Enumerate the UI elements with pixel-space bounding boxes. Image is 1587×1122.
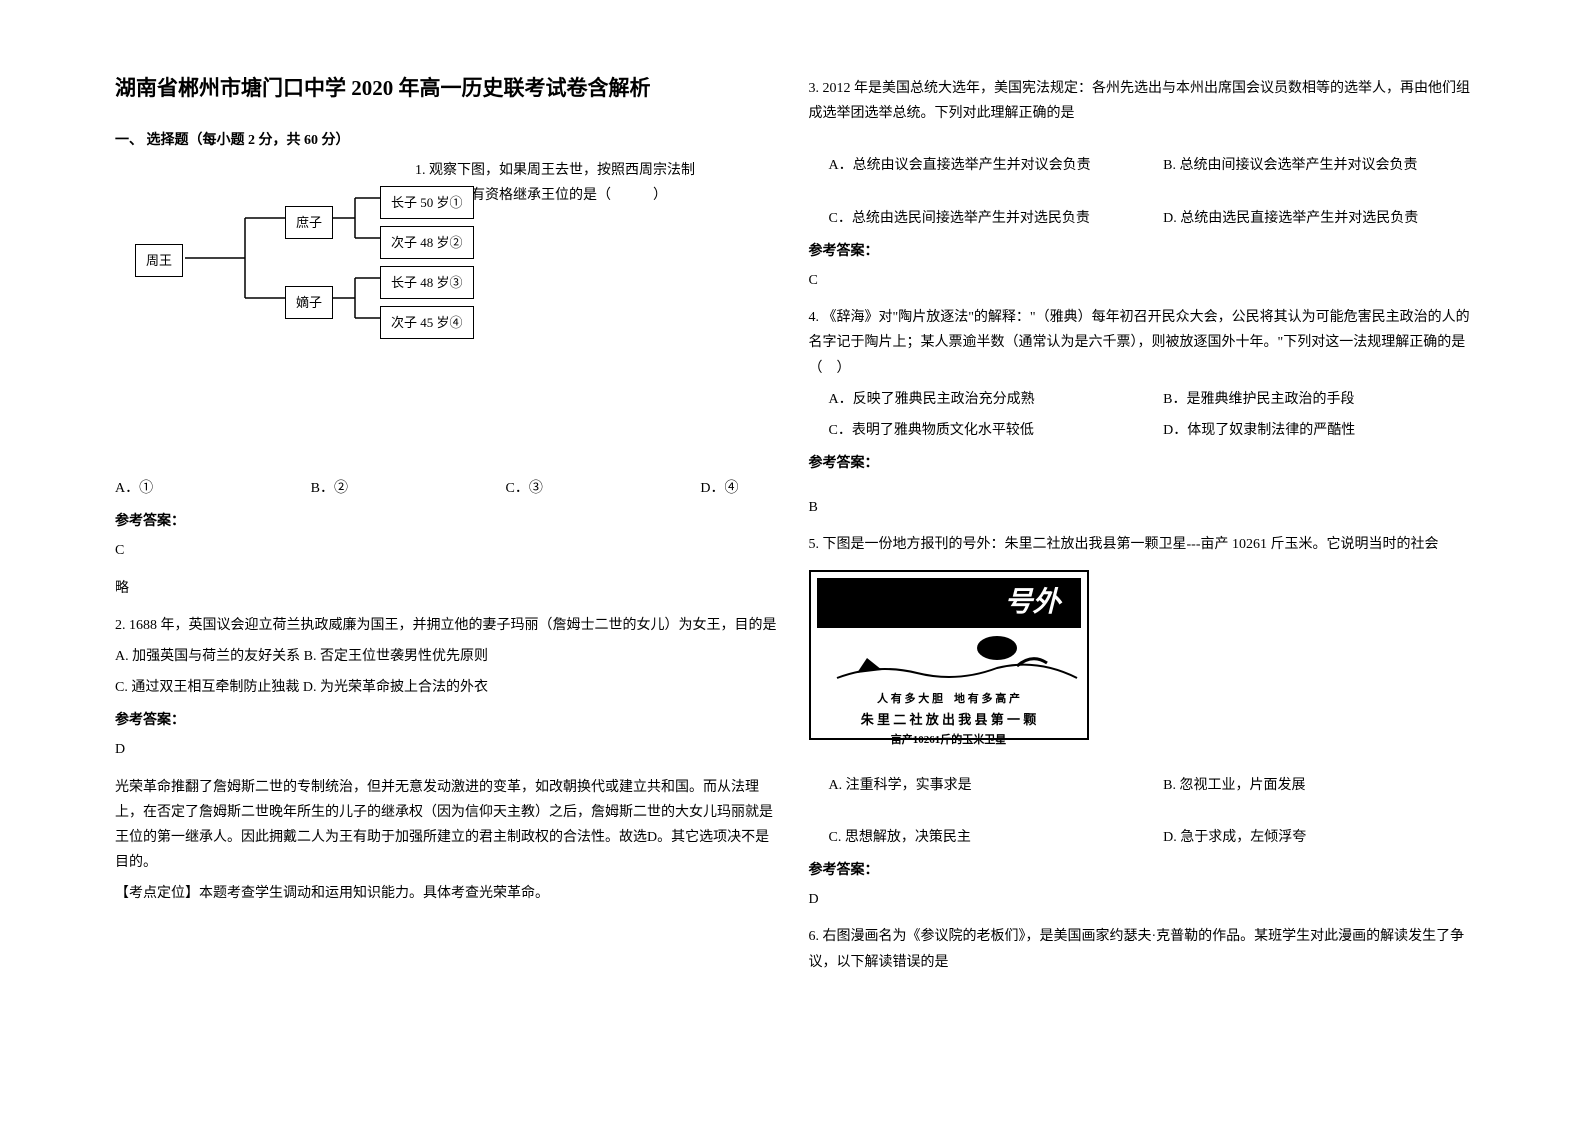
q2-opt-b: B. 否定王位世袭男性优先原则	[304, 649, 488, 664]
q3-answer: C	[809, 268, 1473, 293]
q2-point: 【考点定位】本题考查学生调动和运用知识能力。具体考查光荣革命。	[115, 881, 779, 906]
tree-node-dizi: 嫡子	[285, 286, 333, 319]
q5-caption-1: 人 有 多 大 胆 地 有 多 高 产	[817, 692, 1081, 707]
q5-caption-2: 朱 里 二 社 放 出 我 县 第 一 颗	[817, 711, 1081, 729]
q2-opt-d: D. 为光荣革命披上合法的外衣	[303, 680, 488, 695]
q1-note: 略	[115, 576, 779, 601]
tree-root: 周王	[135, 244, 183, 277]
q1-answer: C	[115, 538, 779, 563]
q3-opt-b: B. 总统由间接议会选举产生并对议会负责	[1163, 153, 1472, 178]
q3-answer-label: 参考答案：	[809, 239, 1473, 264]
q3-opts-line1: A．总统由议会直接选举产生并对议会负责 B. 总统由间接议会选举产生并对议会负责	[809, 153, 1473, 178]
q2-opt-c: C. 通过双王相互牵制防止独裁	[115, 680, 299, 695]
q3-opt-d: D. 总统由选民直接选举产生并对选民负责	[1163, 206, 1472, 231]
q4-opts-line1: A．反映了雅典民主政治充分成熟 B．是雅典维护民主政治的手段	[809, 387, 1473, 412]
q5-answer-label: 参考答案：	[809, 858, 1473, 883]
q5-image: 号外 人 有 多 大 胆 地 有 多 高 产 朱 里 二 社 放 出 我 县 第…	[809, 570, 1089, 740]
q5-opts-line1: A. 注重科学，实事求是 B. 忽视工业，片面发展	[809, 773, 1473, 798]
q4-opt-c: C．表明了雅典物质文化水平较低	[829, 418, 1138, 443]
q1-options: A．① B．② C．③ D．④	[115, 476, 779, 501]
q5-answer: D	[809, 887, 1473, 912]
tree-leaf-2: 次子 48 岁②	[380, 226, 474, 259]
q1-opt-b: B．②	[311, 476, 348, 501]
q6-text: 6. 右图漫画名为《参议院的老板们》，是美国画家约瑟夫·克普勒的作品。某班学生对…	[809, 924, 1473, 974]
tree-leaf-4: 次子 45 岁④	[380, 306, 474, 339]
q3-opt-c: C．总统由选民间接选举产生并对选民负责	[829, 206, 1138, 231]
q2-text: 2. 1688 年，英国议会迎立荷兰执政威廉为国王，并拥立他的妻子玛丽（詹姆士二…	[115, 613, 779, 638]
q5-image-title: 号外	[817, 578, 1081, 628]
q4-answer-label: 参考答案：	[809, 451, 1473, 476]
q2-opt-a: A. 加强英国与荷兰的友好关系	[115, 649, 300, 664]
q5-caption-3: 亩产10261斤的玉米卫星	[817, 733, 1081, 748]
q5-opts-line2: C. 思想解放，决策民主 D. 急于求成，左倾浮夸	[809, 825, 1473, 850]
q2-explanation: 光荣革命推翻了詹姆斯二世的专制统治，但并无意发动激进的变革，如改朝换代或建立共和…	[115, 775, 779, 876]
tree-leaf-1: 长子 50 岁①	[380, 186, 474, 219]
q4-opt-a: A．反映了雅典民主政治充分成熟	[829, 387, 1138, 412]
q1-opt-a: A．①	[115, 476, 153, 501]
q5-opt-d: D. 急于求成，左倾浮夸	[1163, 825, 1472, 850]
q5-opt-b: B. 忽视工业，片面发展	[1163, 773, 1472, 798]
exam-title: 湖南省郴州市塘门口中学 2020 年高一历史联考试卷含解析	[115, 70, 779, 108]
q5-opt-c: C. 思想解放，决策民主	[829, 825, 1138, 850]
q4-answer: B	[809, 495, 1473, 520]
tree-node-shuzi: 庶子	[285, 206, 333, 239]
q4-opts-line2: C．表明了雅典物质文化水平较低 D．体现了奴隶制法律的严酷性	[809, 418, 1473, 443]
q2-answer: D	[115, 737, 779, 762]
q4-opt-b: B．是雅典维护民主政治的手段	[1163, 387, 1472, 412]
q1-opt-d: D．④	[700, 476, 738, 501]
q5-text: 5. 下图是一份地方报刊的号外：朱里二社放出我县第一颗卫星---亩产 10261…	[809, 532, 1473, 557]
q2-answer-label: 参考答案：	[115, 708, 779, 733]
q4-text: 4. 《辞海》对"陶片放逐法"的解释："（雅典）每年初召开民众大会，公民将其认为…	[809, 305, 1473, 381]
q1-diagram: 1. 观察下图，如果周王去世，按照西周宗法制的规定，有资格继承王位的是（ ） 周…	[115, 168, 779, 348]
q2-opts-line1: A. 加强英国与荷兰的友好关系 B. 否定王位世袭男性优先原则	[115, 644, 779, 669]
q1-answer-label: 参考答案：	[115, 509, 779, 534]
tree-leaf-3: 长子 48 岁③	[380, 266, 474, 299]
q5-opt-a: A. 注重科学，实事求是	[829, 773, 1138, 798]
section-heading: 一、 选择题（每小题 2 分，共 60 分）	[115, 128, 779, 153]
q3-opts-line2: C．总统由选民间接选举产生并对选民负责 D. 总统由选民直接选举产生并对选民负责	[809, 206, 1473, 231]
q3-opt-a: A．总统由议会直接选举产生并对议会负责	[829, 153, 1138, 178]
q4-opt-d: D．体现了奴隶制法律的严酷性	[1163, 418, 1472, 443]
q3-text: 3. 2012 年是美国总统大选年，美国宪法规定：各州先选出与本州出席国会议员数…	[809, 76, 1473, 126]
q1-opt-c: C．③	[506, 476, 543, 501]
q2-opts-line2: C. 通过双王相互牵制防止独裁 D. 为光荣革命披上合法的外衣	[115, 675, 779, 700]
